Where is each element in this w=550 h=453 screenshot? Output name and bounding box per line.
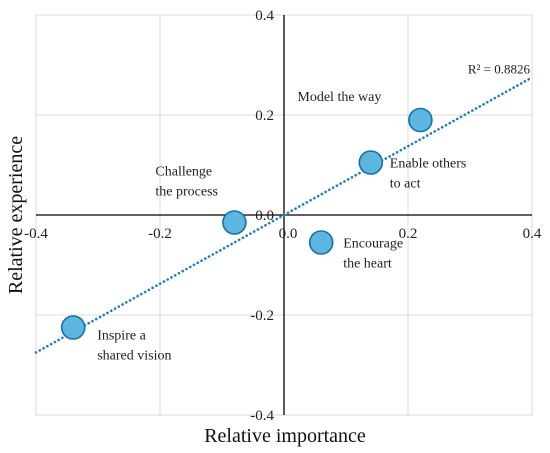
data-points xyxy=(60,107,433,340)
data-point xyxy=(358,150,384,175)
point-label-line: shared vision xyxy=(97,349,171,364)
y-tick-label: -0.4 xyxy=(250,408,274,424)
tick-labels: -0.4 -0.2 0.0 0.2 0.4 0.4 0.2 -0.2 -0.4 0.0 xyxy=(24,8,542,424)
point-label-line: the heart xyxy=(343,257,392,272)
point-label-line: to act xyxy=(390,177,421,192)
data-point xyxy=(408,107,433,133)
y-tick-label: 0.4 xyxy=(255,8,274,24)
point-label: Challenge the process xyxy=(155,165,218,200)
point-label: Enable others to act xyxy=(390,157,467,192)
point-label-line: the process xyxy=(155,185,218,200)
point-labels: Model the way Enable others to act Challeng… xyxy=(97,90,466,364)
x-tick-label: -0.2 xyxy=(148,226,172,242)
y-axis-title: Relative experience xyxy=(5,136,27,294)
x-tick-label: 0.4 xyxy=(523,226,542,242)
y-tick-label: 0.0 xyxy=(255,208,274,224)
y-tick-label: 0.2 xyxy=(255,108,274,124)
trendline xyxy=(34,76,534,354)
point-label-line: Model the way xyxy=(297,90,381,105)
data-point xyxy=(60,315,86,340)
point-label-line: Enable others xyxy=(390,157,467,172)
x-tick-label: -0.4 xyxy=(24,226,48,242)
point-label: Model the way xyxy=(297,90,381,105)
point-label: Encourage the heart xyxy=(343,237,403,272)
point-label-line: Inspire a xyxy=(97,329,146,344)
data-point xyxy=(222,210,247,235)
x-tick-label: 0.2 xyxy=(399,226,418,242)
y-tick-label: -0.2 xyxy=(250,308,274,324)
point-label-line: Encourage xyxy=(343,237,403,252)
data-point xyxy=(308,230,334,255)
trendline-group: R² = 0.8826 xyxy=(34,62,534,354)
x-tick-label: 0.0 xyxy=(279,226,298,242)
r-squared-label: R² = 0.8826 xyxy=(468,62,531,77)
point-label: Inspire a shared vision xyxy=(97,329,171,364)
x-axis-title: Relative importance xyxy=(204,425,366,447)
point-label-line: Challenge xyxy=(155,165,212,180)
